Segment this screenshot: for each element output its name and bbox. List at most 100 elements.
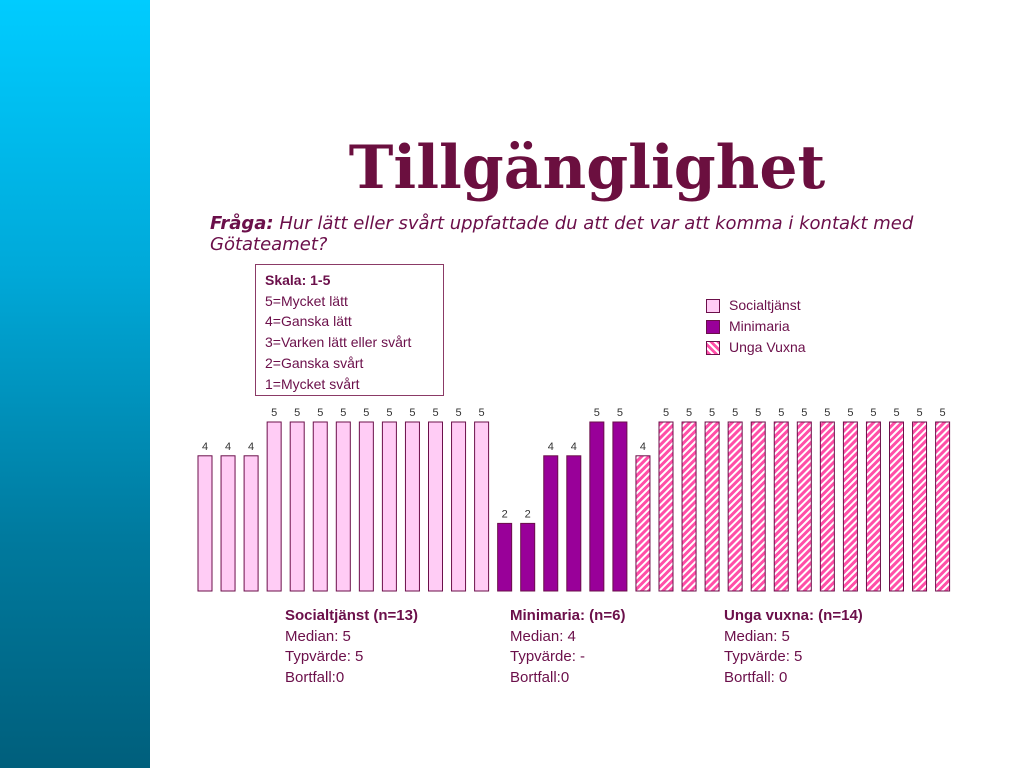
- bar: [220, 455, 236, 592]
- bar: [358, 421, 374, 592]
- bar-value-label: 5: [271, 407, 277, 419]
- bar: [589, 421, 605, 592]
- stats-minimaria: Minimaria: (n=6) Median: 4 Typvärde: - B…: [510, 606, 625, 688]
- bar-value-label: 5: [455, 407, 461, 419]
- bar-value-label: 5: [663, 407, 669, 419]
- question: Fråga: Hur lätt eller svårt uppfattade d…: [210, 213, 970, 255]
- bar-value-label: 5: [686, 407, 692, 419]
- bar: [289, 421, 305, 592]
- stats-typvarde: Typvärde: -: [510, 648, 586, 665]
- scale-item: 4=Ganska lätt: [265, 313, 352, 330]
- stats-heading: Socialtjänst (n=13): [285, 607, 418, 624]
- bar-value-label: 5: [801, 407, 807, 419]
- bar-value-label: 4: [640, 441, 646, 453]
- bar-value-label: 5: [870, 407, 876, 419]
- legend-swatch-socialtjanst: [706, 299, 720, 313]
- bar: [428, 421, 443, 592]
- stats-heading: Unga vuxna: (n=14): [724, 607, 863, 624]
- bar: [520, 522, 536, 592]
- bar-value-label: 5: [340, 407, 346, 419]
- bar-value-label: 5: [824, 407, 830, 419]
- bar-value-label: 5: [432, 407, 438, 419]
- bar: [381, 421, 397, 592]
- legend-swatch-unga-vuxna: [706, 341, 720, 355]
- bar-value-label: 5: [363, 407, 369, 419]
- scale-box: Skala: 1-5 5=Mycket lätt 4=Ganska lätt 3…: [255, 264, 444, 396]
- bar: [727, 421, 743, 592]
- stats-heading: Minimaria: (n=6): [510, 607, 626, 624]
- legend-label: Minimaria: [729, 318, 790, 334]
- legend-label: Unga Vuxna: [729, 339, 806, 355]
- bar-value-label: 5: [617, 407, 623, 419]
- bar-value-label: 5: [409, 407, 415, 419]
- bar: [935, 421, 951, 592]
- side-strip: [0, 0, 150, 768]
- bar: [681, 421, 697, 592]
- bar-value-label: 5: [594, 407, 600, 419]
- bar: [197, 455, 213, 592]
- stats-median: Median: 4: [510, 627, 576, 645]
- bar: [266, 421, 282, 592]
- stats-socialtjanst: Socialtjänst (n=13) Median: 5 Typvärde: …: [285, 606, 418, 688]
- bar-value-label: 5: [479, 407, 485, 419]
- bar-value-label: 2: [525, 508, 531, 520]
- bar: [750, 421, 766, 592]
- bar: [842, 421, 858, 592]
- bar: [543, 455, 559, 592]
- stats-bortfall: Bortfall:0: [285, 668, 345, 686]
- bar: [912, 421, 928, 592]
- legend-label: Socialtjänst: [729, 297, 801, 313]
- bar-value-label: 5: [916, 407, 922, 419]
- bar: [889, 421, 904, 592]
- bar: [243, 455, 259, 592]
- bar: [796, 421, 812, 592]
- bar: [865, 421, 881, 592]
- bar: [335, 421, 351, 592]
- bar-value-label: 4: [571, 441, 577, 453]
- bar-value-label: 5: [847, 407, 853, 419]
- scale-item: 3=Varken lätt eller svårt: [265, 334, 412, 351]
- scale-item: 2=Ganska svårt: [265, 354, 364, 371]
- stats-typvarde: Typvärde: 5: [285, 648, 364, 665]
- stats-bortfall: Bortfall:0: [510, 668, 570, 686]
- bar-value-label: 4: [225, 441, 231, 453]
- bar-value-label: 5: [755, 407, 761, 419]
- stats-bortfall: Bortfall: 0: [724, 668, 788, 686]
- question-label: Fråga:: [210, 213, 274, 234]
- bar: [474, 421, 490, 592]
- stats-median: Median: 5: [285, 627, 351, 645]
- stats-unga-vuxna: Unga vuxna: (n=14) Median: 5 Typvärde: 5…: [724, 606, 863, 688]
- bar: [451, 421, 467, 592]
- bar-value-label: 5: [940, 407, 946, 419]
- scale-item: 5=Mycket lätt: [265, 292, 348, 309]
- bar-value-label: 2: [502, 508, 508, 520]
- bar: [704, 421, 720, 592]
- bar: [566, 455, 582, 592]
- legend-swatch-minimaria: [706, 320, 720, 334]
- bar: [404, 421, 420, 592]
- bar: [773, 421, 789, 592]
- bar-value-label: 5: [386, 407, 392, 419]
- bar-value-label: 5: [893, 407, 899, 419]
- bar: [635, 455, 651, 592]
- bar: [612, 421, 628, 592]
- bar-value-label: 5: [317, 407, 323, 419]
- bars-group: 4 4 4 5 5 5 5 5 5 5 5 5 5 2 2 4 4 5 5 4 5 5 5 5 5 5 5 5 5 5 5 5 5: [197, 407, 951, 592]
- bar: [312, 421, 328, 592]
- bar-value-label: 4: [248, 441, 254, 453]
- bar-value-label: 5: [294, 407, 300, 419]
- scale-title: Skala: 1-5: [265, 272, 331, 288]
- stats-median: Median: 5: [724, 627, 790, 645]
- question-text: Hur lätt eller svårt uppfattade du att d…: [210, 213, 914, 255]
- stats-typvarde: Typvärde: 5: [724, 648, 803, 665]
- bar: [819, 421, 835, 592]
- bar-value-label: 4: [548, 441, 554, 453]
- page-title: Tillgänglighet: [348, 133, 826, 203]
- bar-value-label: 5: [732, 407, 738, 419]
- bar: [497, 522, 513, 592]
- scale-item: 1=Mycket svårt: [265, 375, 360, 392]
- bar-value-label: 5: [778, 407, 784, 419]
- bar-value-label: 4: [202, 441, 208, 453]
- bar-value-label: 5: [709, 407, 715, 419]
